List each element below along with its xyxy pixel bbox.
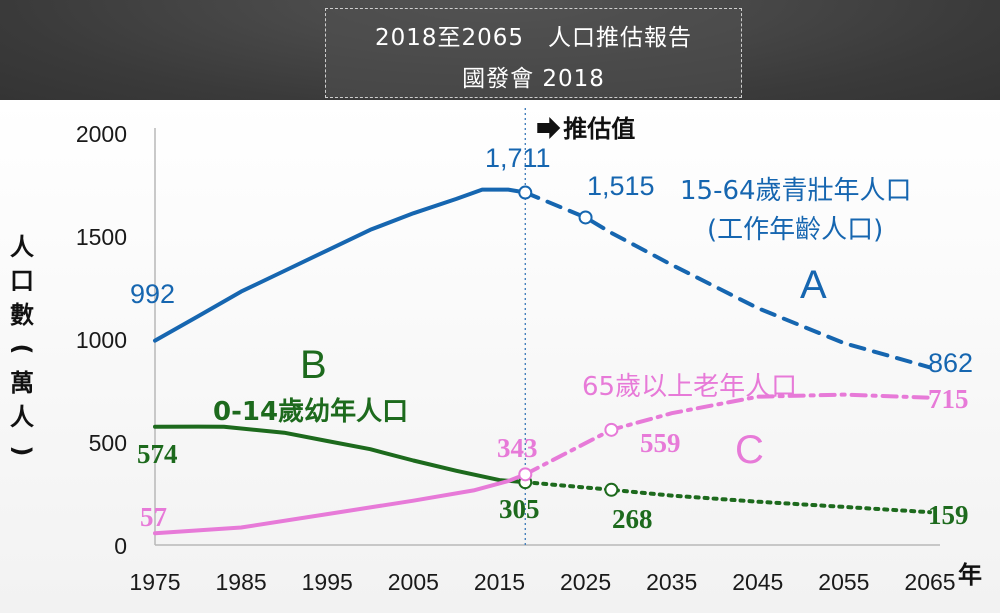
data-label-1975-b: 574 — [137, 439, 178, 469]
data-label-2028-a: 1,515 — [587, 171, 655, 201]
series-line-actual — [153, 187, 528, 343]
x-tick-label: 2015 — [474, 569, 525, 595]
x-tick-label: 2035 — [646, 569, 697, 595]
group-letter-a: A — [800, 263, 827, 307]
series-line-projected — [523, 392, 932, 477]
y-axis-label-char: 萬 — [10, 369, 34, 397]
x-tick-label: 1985 — [216, 569, 267, 595]
y-tick-label: 1000 — [76, 327, 127, 353]
y-tick-label: 1500 — [76, 224, 127, 250]
x-tick-label: 2025 — [560, 569, 611, 595]
right-arrow-icon — [537, 117, 561, 139]
y-axis-label-char: 人 — [10, 233, 34, 261]
arrow-shape — [537, 117, 561, 139]
x-tick-label: 2065 — [904, 569, 955, 595]
y-axis-label-paren: ( — [8, 344, 36, 355]
data-label-1975-a: 992 — [130, 279, 175, 309]
data-label-2028-c: 559 — [640, 428, 681, 458]
x-tick-label: 1995 — [302, 569, 353, 595]
y-axis-label-paren: ) — [8, 446, 36, 457]
data-point-marker — [578, 210, 593, 225]
y-tick-label: 2000 — [76, 121, 127, 147]
data-point-marker — [518, 185, 533, 200]
x-tick-label: 2005 — [388, 569, 439, 595]
x-tick-label: 2045 — [732, 569, 783, 595]
group-letter-c: C — [735, 428, 764, 472]
series-subname-a: (工作年齡人口) — [707, 215, 883, 245]
x-tick-label: 1975 — [129, 569, 180, 595]
chart-panel: 2000 1500 1000 500 0 1975 1985 1995 2005 2015 2025… — [0, 100, 1000, 613]
y-axis-label-char: ) — [8, 446, 36, 457]
chart-subtitle: 國發會 2018 — [462, 66, 605, 92]
annotations: 992 1,711 1,515 862 15-64歲青壯年人口 (工作年齡人口) A B 0-1… — [130, 143, 973, 534]
data-label-2065-c: 715 — [928, 384, 969, 414]
chart-title: 2018至2065 人口推估報告 — [374, 25, 693, 51]
data-label-1975-c: 57 — [140, 502, 167, 532]
data-label-2028-b: 268 — [612, 504, 653, 534]
data-point-marker — [604, 422, 619, 437]
series-line-projected — [523, 480, 932, 515]
group-letter-b: B — [300, 343, 327, 387]
title-box: 2018至2065 人口推估報告 國發會 2018 — [325, 8, 742, 98]
series-line-actual — [153, 424, 528, 485]
data-point-marker — [604, 482, 619, 497]
data-label-2018-a: 1,711 — [485, 143, 551, 173]
y-axis-label-char: 數 — [10, 301, 34, 329]
data-label-2065-b: 159 — [928, 500, 969, 530]
y-axis-label-char: 口 — [10, 267, 34, 295]
x-axis-label: 年 — [958, 561, 982, 589]
y-axis-label-char: ( — [8, 344, 36, 355]
data-label-2018-c: 343 — [497, 433, 538, 463]
y-axis-label-char: 人 — [10, 403, 34, 431]
data-label-2018-b: 305 — [499, 494, 540, 524]
data-point-marker — [518, 467, 533, 482]
y-tick-label: 500 — [89, 430, 127, 456]
x-tick-label: 2055 — [818, 569, 869, 595]
series-line-actual — [153, 472, 528, 536]
series-name-b: 0-14歲幼年人口 — [213, 396, 408, 427]
y-tick-label: 0 — [114, 533, 127, 559]
series-lines — [153, 185, 932, 536]
series-name-c: 65歲以上老年人口 — [582, 372, 797, 402]
series-name-a: 15-64歲青壯年人口 — [680, 176, 912, 206]
projection-label: 推估值 — [563, 115, 635, 143]
data-label-2065-a: 862 — [928, 348, 973, 378]
